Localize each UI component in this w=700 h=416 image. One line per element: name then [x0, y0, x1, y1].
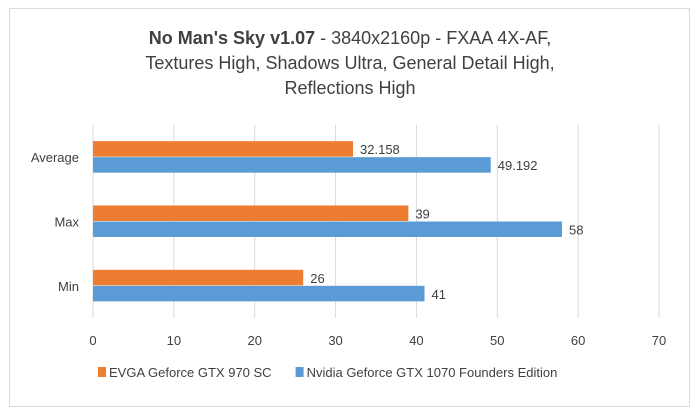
legend-swatch — [98, 367, 106, 377]
data-label: 39 — [415, 207, 429, 222]
x-tick-label: 20 — [247, 333, 261, 348]
title-line2: Textures High, Shadows Ultra, General De… — [145, 53, 555, 73]
legend-label: Nvidia Geforce GTX 1070 Founders Edition — [307, 365, 558, 380]
data-label: 41 — [432, 287, 446, 302]
category-label: Min — [58, 279, 79, 294]
title-line3: Reflections High — [284, 78, 416, 98]
x-tick-label: 30 — [328, 333, 342, 348]
bar — [93, 269, 304, 286]
legend-label: EVGA Geforce GTX 970 SC — [109, 365, 272, 380]
data-label: 58 — [569, 223, 583, 238]
x-tick-label: 70 — [652, 333, 666, 348]
x-tick-label: 0 — [89, 333, 96, 348]
data-label: 49.192 — [498, 158, 538, 173]
x-tick-label: 40 — [409, 333, 423, 348]
title-bold: No Man's Sky v1.07 — [148, 28, 316, 48]
legend-swatch — [295, 367, 304, 377]
bar — [93, 285, 425, 302]
chart-frame — [9, 8, 690, 407]
x-tick-label: 10 — [167, 333, 181, 348]
category-label: Max — [54, 215, 79, 230]
bar — [93, 205, 409, 221]
category-label: Average — [31, 150, 79, 165]
bar — [93, 221, 562, 237]
data-label: 26 — [310, 271, 324, 286]
title-rest: - 3840x2160p - FXAA 4X-AF, — [315, 28, 552, 48]
x-tick-label: 50 — [490, 333, 504, 348]
x-tick-label: 60 — [571, 333, 585, 348]
data-label: 32.158 — [360, 142, 400, 157]
bar — [93, 141, 354, 157]
chart-title: No Man's Sky v1.07 - 3840x2160p - FXAA 4… — [0, 26, 700, 101]
bar — [93, 157, 491, 173]
